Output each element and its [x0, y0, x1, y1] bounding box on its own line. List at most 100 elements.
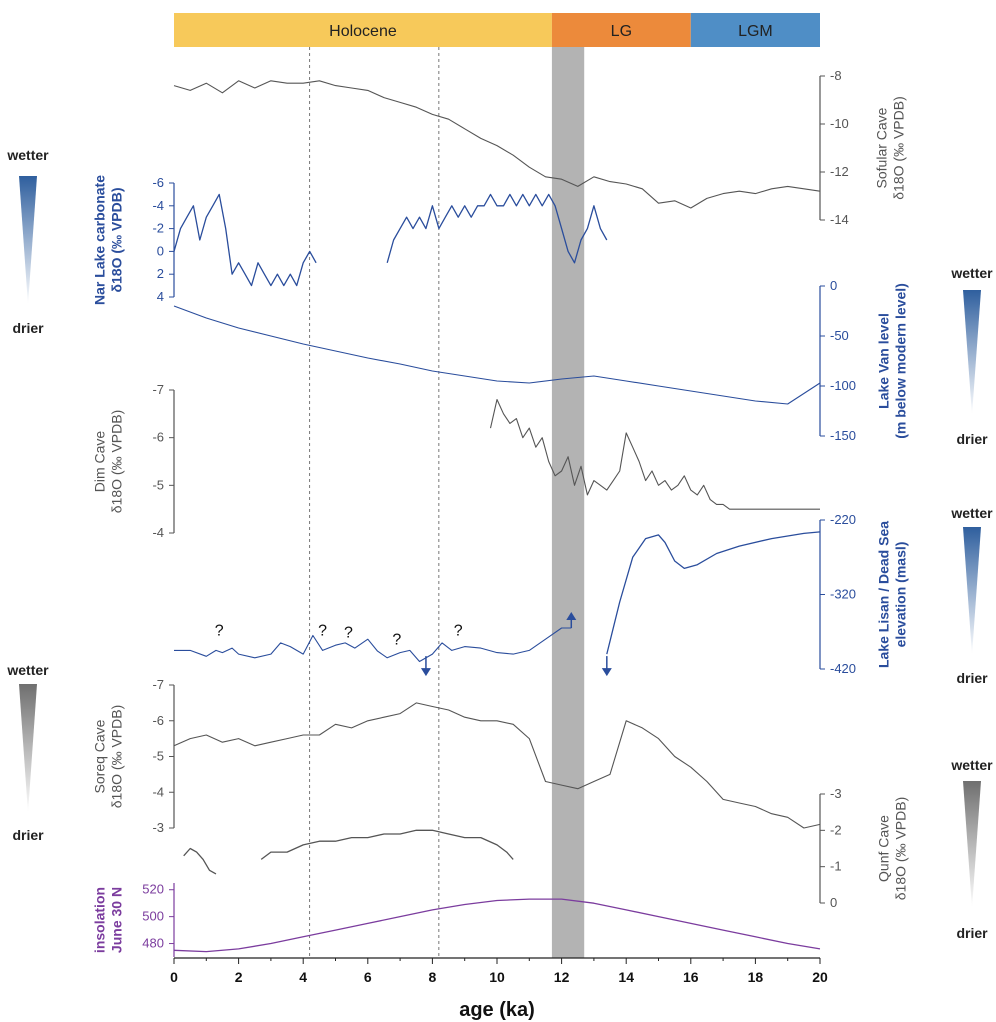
nar-lake-carbonate-tick-label-3: 0	[157, 243, 164, 258]
sofular-cave-tick-label-3: -14	[830, 212, 849, 227]
x-tick-label-7: 14	[618, 969, 634, 985]
soreq-cave-label: Soreq Cave δ18O (‰ VPDB)	[92, 705, 125, 808]
sofular-cave-label-line-1: δ18O (‰ VPDB)	[891, 96, 907, 199]
question-mark-4: ?	[454, 622, 463, 639]
qunf-cave-label-line-1: δ18O (‰ VPDB)	[893, 797, 909, 900]
dim-cave-label-line-0: Dim Cave	[92, 431, 108, 493]
drier-label-4: drier	[956, 925, 988, 941]
qunf-cave-label-line-0: Qunf Cave	[876, 815, 892, 882]
sofular-cave-series	[173, 80, 821, 209]
qunf-cave-series-0	[183, 847, 217, 875]
nar-lake-carbonate-tick-label-0: -6	[152, 175, 164, 190]
lake-van-level-tick-label-3: -150	[830, 428, 856, 443]
sofular-cave-tick-label-2: -12	[830, 164, 849, 179]
qunf-cave-tick-label-1: -2	[830, 822, 842, 837]
qunf-cave-tick-label-2: -1	[830, 859, 842, 874]
period-0	[174, 13, 552, 47]
wetter-label-3: wetter	[6, 662, 49, 678]
shaded-band-layer	[551, 47, 585, 958]
wetter-drier-wedge-3	[19, 684, 37, 813]
period-label-1: LG	[611, 23, 632, 40]
insolation-june-30-n-tick-label-0: 520	[142, 882, 164, 897]
wetter-label-0: wetter	[6, 147, 49, 163]
sofular-cave-tick-label-0: -8	[830, 68, 842, 83]
x-tick-label-9: 18	[748, 969, 764, 985]
lake-van-level-series	[173, 305, 821, 405]
lake-van-level-tick-label-0: 0	[830, 278, 837, 293]
lake-lisan-dead-sea-series	[174, 627, 572, 663]
soreq-cave-tick-label-1: -6	[152, 713, 164, 728]
arrow-down-head-0	[420, 668, 431, 677]
dim-cave-tick-label-2: -5	[152, 477, 164, 492]
insolation-june-30-n-tick-label-1: 500	[142, 909, 164, 924]
drier-label-0: drier	[12, 320, 44, 336]
question-mark-1: ?	[318, 622, 327, 639]
nar-lake-carbonate-tick-label-1: -4	[152, 198, 164, 213]
x-tick-label-8: 16	[683, 969, 699, 985]
nar-lake-carbonate-label-line-0: Nar Lake carbonate	[92, 175, 108, 305]
soreq-cave-series	[173, 702, 821, 829]
lake-lisan-dead-sea-tick-label-1: -320	[830, 587, 856, 602]
drier-label-1: drier	[956, 431, 988, 447]
nar-lake-carbonate-tick-label-2: -2	[152, 221, 164, 236]
younger-dryas-band	[551, 47, 585, 958]
nar-lake-carbonate-series-0	[173, 193, 317, 287]
lake-lisan-dead-sea-tick-label-0: -220	[830, 512, 856, 527]
soreq-cave-tick-label-2: -5	[152, 749, 164, 764]
arrow-down-head-2	[601, 668, 612, 677]
arrow-up-head-1	[566, 612, 577, 621]
lake-lisan-dead-sea-tick-label-2: -420	[830, 661, 856, 676]
x-axis-label: age (ka)	[459, 999, 535, 1021]
wetter-label-1: wetter	[950, 265, 993, 281]
soreq-cave-tick-label-4: -3	[152, 820, 164, 835]
soreq-cave-label-line-1: δ18O (‰ VPDB)	[109, 705, 125, 808]
wetter-drier-wedge-2	[963, 527, 981, 655]
nar-lake-carbonate-label-line-1: δ18O (‰ VPDB)	[109, 188, 125, 293]
soreq-cave-tick-label-3: -4	[152, 784, 164, 799]
x-tick-label-2: 4	[299, 969, 307, 985]
wetter-drier-wedge-4	[963, 781, 981, 908]
soreq-cave-tick-label-0: -7	[152, 677, 164, 692]
qunf-cave-label: Qunf Cave δ18O (‰ VPDB)	[876, 797, 909, 900]
insolation-june-30-n-tick-label-2: 480	[142, 936, 164, 951]
x-tick-label-3: 6	[364, 969, 372, 985]
dashed-lines-layer	[309, 47, 440, 958]
period-label-2: LGM	[738, 23, 773, 40]
lake-van-level-tick-label-1: -50	[830, 328, 849, 343]
period-label-0: Holocene	[329, 23, 397, 40]
lake-van-level-tick-label-2: -100	[830, 378, 856, 393]
question-mark-2: ?	[344, 625, 353, 642]
x-axis: age (ka) 0 2 4 6 8 10 12 14 16 18 20	[170, 957, 828, 1021]
dim-cave-label: Dim Cave δ18O (‰ VPDB)	[92, 410, 125, 513]
lake-lisan-dead-sea-label-line-1: elevation (masl)	[893, 542, 909, 648]
period-2	[690, 13, 820, 47]
x-tick-label-1: 2	[235, 969, 243, 985]
lake-van-level-label-line-0: Lake Van level	[876, 313, 892, 409]
series-layer: ?????	[173, 80, 821, 953]
lake-lisan-dead-sea-label: Lake Lisan / Dead Sea elevation (masl)	[876, 521, 909, 668]
wetter-drier-wedge-0	[19, 176, 37, 305]
insolation-june-30-n-label: insolation June 30 N	[92, 887, 125, 953]
nar-lake-carbonate-label: Nar Lake carbonate δ18O (‰ VPDB)	[92, 175, 125, 305]
wetter-drier-wedge-1	[963, 290, 981, 415]
sofular-cave-label: Sofular Cave δ18O (‰ VPDB)	[874, 96, 907, 199]
dim-cave-series	[489, 398, 820, 510]
dim-cave-tick-label-1: -6	[152, 430, 164, 445]
wetter-label-2: wetter	[950, 505, 993, 521]
qunf-cave-tick-label-0: -3	[830, 786, 842, 801]
question-mark-0: ?	[215, 622, 224, 639]
dim-cave-label-line-1: δ18O (‰ VPDB)	[109, 410, 125, 513]
drier-label-3: drier	[12, 827, 44, 843]
sofular-cave-tick-label-1: -10	[830, 116, 849, 131]
x-tick-label-5: 10	[489, 969, 505, 985]
qunf-cave-tick-label-3: 0	[830, 895, 837, 910]
sofular-cave-label-line-0: Sofular Cave	[874, 107, 890, 188]
lake-lisan-dead-sea-series-b	[606, 531, 821, 655]
lake-van-level-label-line-1: (m below modern level)	[893, 283, 909, 439]
period-1	[551, 13, 691, 47]
nar-lake-carbonate-tick-label-4: 2	[157, 266, 164, 281]
x-tick-label-10: 20	[812, 969, 828, 985]
lake-lisan-dead-sea-label-line-0: Lake Lisan / Dead Sea	[876, 521, 892, 668]
